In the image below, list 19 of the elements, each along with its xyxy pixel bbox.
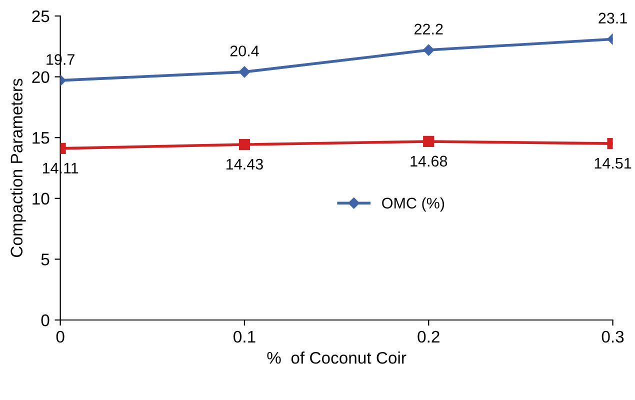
data-label: 23.1	[598, 12, 627, 24]
data-label: 22.2	[414, 24, 443, 34]
x-tick-label: 0	[56, 330, 64, 343]
x-tick-label: 0.3	[602, 330, 624, 343]
data-label: 14.51	[594, 158, 632, 169]
y-tick-label: 15	[32, 132, 50, 144]
x-tick-label: 0.1	[234, 330, 256, 343]
data-label: 14.43	[226, 158, 263, 170]
y-tick-label: 5	[41, 254, 50, 266]
data-label: 20.4	[230, 46, 259, 56]
y-tick-label: 20	[32, 71, 50, 84]
x-axis-title: % of Coconut Coir	[267, 352, 406, 364]
x-tick-label: 0.2	[418, 330, 440, 343]
legend-label: OMC (%)	[382, 197, 444, 212]
y-tick-label: 10	[32, 192, 50, 205]
y-axis-title: Compaction Parameters	[10, 78, 26, 257]
data-label: 14.68	[410, 156, 448, 167]
y-tick-label: 0	[41, 314, 50, 326]
y-tick-label: 25	[32, 10, 50, 22]
